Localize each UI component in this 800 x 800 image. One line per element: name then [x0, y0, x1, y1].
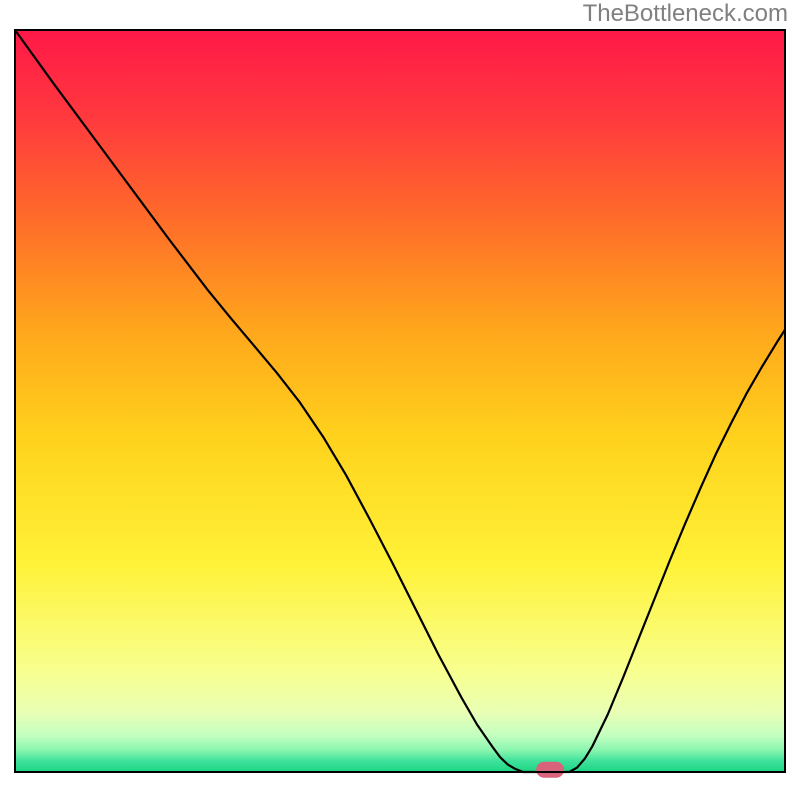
- watermark-text: TheBottleneck.com: [583, 0, 788, 28]
- bottleneck-curve-plot: [0, 0, 800, 800]
- chart-frame: TheBottleneck.com: [0, 0, 800, 800]
- plot-background: [15, 30, 785, 772]
- optimum-marker: [536, 762, 564, 778]
